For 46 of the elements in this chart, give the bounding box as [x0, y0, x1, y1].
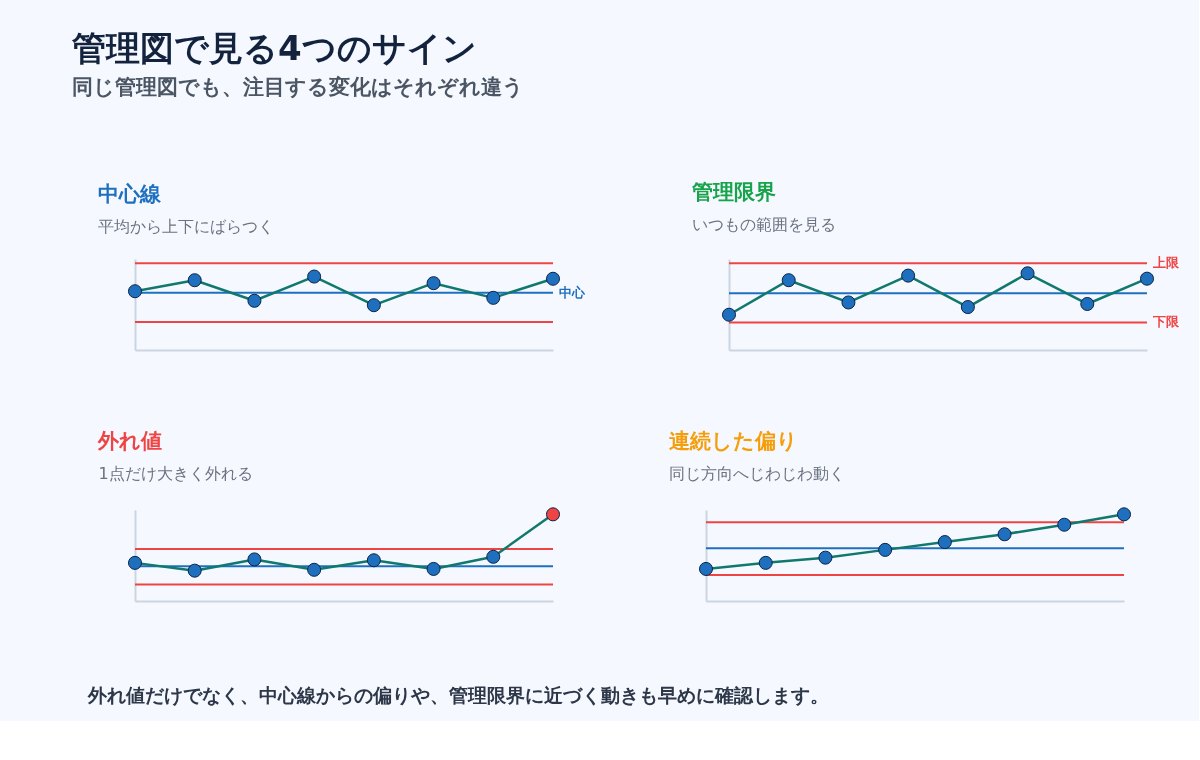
- point: [997, 527, 1012, 542]
- point: [1057, 517, 1072, 532]
- text: 管理図で見る4つのサイン: [71, 28, 477, 68]
- text: 外れ値だけでなく、中心線からの偏りや、管理限界に近づく動きも早めに確認します。: [87, 684, 829, 706]
- point: [426, 276, 441, 291]
- point: [1116, 507, 1132, 522]
- point: [426, 561, 441, 576]
- chart-subtitle: 同じ方向へじわじわ動く: [669, 463, 846, 483]
- point: [758, 555, 773, 570]
- point: [1080, 296, 1095, 311]
- point: [698, 561, 714, 576]
- point: [366, 298, 381, 313]
- ref-line-label: 上限: [1152, 255, 1180, 271]
- chart-subtitle: いつもの範囲を見る: [692, 215, 837, 235]
- chart-subtitle: 平均から上下にばらつく: [98, 217, 275, 236]
- ref-line-label: 下限: [1152, 314, 1180, 330]
- point: [960, 300, 975, 315]
- point: [247, 293, 262, 308]
- chart-title: 管理限界: [691, 180, 777, 205]
- ref-line-label: 中心: [559, 284, 586, 300]
- point: [1139, 271, 1155, 286]
- point: [486, 549, 501, 564]
- point: [1020, 266, 1035, 281]
- point: [127, 284, 143, 299]
- text: 同じ管理図でも、注目する変化はそれぞれ違う: [72, 75, 524, 99]
- point: [818, 550, 833, 565]
- point: [721, 307, 737, 322]
- point: [545, 507, 561, 522]
- chart-title: 中心線: [98, 182, 163, 206]
- point: [187, 563, 202, 578]
- point: [307, 269, 322, 284]
- point: [486, 290, 501, 305]
- point: [878, 542, 893, 557]
- point: [841, 295, 856, 310]
- point: [366, 553, 381, 568]
- chart-title: 外れ値: [97, 428, 163, 453]
- point: [781, 273, 796, 288]
- point: [901, 268, 916, 283]
- point: [127, 555, 143, 570]
- point: [247, 552, 262, 567]
- chart-subtitle: 1点だけ大きく外れる: [98, 463, 253, 483]
- point: [187, 273, 202, 288]
- point: [545, 271, 561, 286]
- chart-title: 連続した偏り: [669, 428, 799, 453]
- point: [937, 535, 952, 550]
- point: [307, 562, 322, 577]
